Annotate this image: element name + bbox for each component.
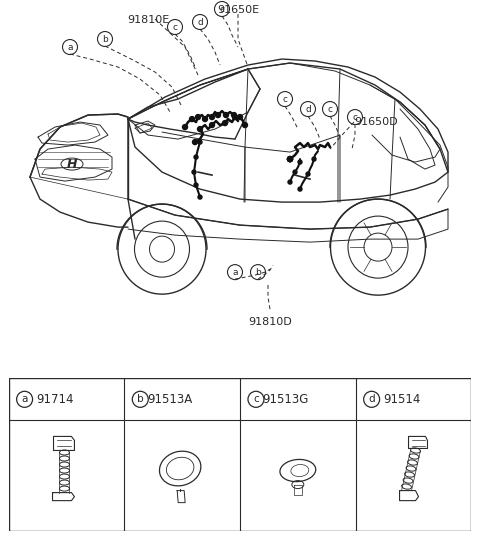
Text: b: b	[137, 394, 144, 404]
Text: H: H	[67, 158, 77, 171]
Text: a: a	[67, 42, 73, 51]
Circle shape	[288, 157, 292, 162]
Circle shape	[312, 157, 316, 161]
Circle shape	[223, 120, 228, 126]
Text: d: d	[368, 394, 375, 404]
Circle shape	[288, 157, 292, 162]
Text: b: b	[102, 35, 108, 43]
Circle shape	[190, 117, 194, 121]
Circle shape	[203, 117, 207, 121]
Circle shape	[216, 112, 220, 118]
Circle shape	[195, 114, 201, 119]
Circle shape	[293, 170, 297, 174]
Text: c: c	[219, 4, 225, 13]
Circle shape	[198, 195, 202, 199]
Circle shape	[224, 112, 228, 118]
Text: 91514: 91514	[383, 393, 420, 406]
Circle shape	[298, 187, 302, 191]
Circle shape	[209, 114, 215, 119]
Text: b: b	[255, 268, 261, 277]
Text: a: a	[232, 268, 238, 277]
Circle shape	[209, 123, 215, 127]
Text: c: c	[327, 104, 333, 113]
Circle shape	[197, 127, 203, 132]
Circle shape	[198, 140, 202, 144]
Text: c: c	[283, 95, 288, 104]
Circle shape	[192, 170, 196, 174]
Text: 91650E: 91650E	[217, 5, 259, 15]
Circle shape	[306, 172, 310, 176]
Text: c: c	[352, 112, 358, 121]
Text: 91810E: 91810E	[127, 15, 169, 25]
Circle shape	[288, 157, 292, 162]
Circle shape	[238, 114, 242, 119]
Circle shape	[231, 112, 237, 118]
Circle shape	[288, 180, 292, 184]
Circle shape	[232, 114, 238, 119]
Circle shape	[194, 183, 198, 187]
Text: 91513A: 91513A	[147, 393, 193, 406]
Circle shape	[242, 123, 248, 127]
Circle shape	[192, 140, 197, 144]
Circle shape	[288, 157, 292, 162]
Circle shape	[288, 157, 292, 162]
Text: c: c	[172, 22, 178, 32]
Text: 91810D: 91810D	[248, 317, 292, 327]
Circle shape	[194, 155, 198, 159]
Text: c: c	[253, 394, 259, 404]
Text: 91714: 91714	[36, 393, 73, 406]
Text: a: a	[22, 394, 28, 404]
Text: d: d	[305, 104, 311, 113]
Circle shape	[298, 160, 302, 164]
Text: 91650D: 91650D	[354, 117, 397, 127]
Circle shape	[182, 125, 188, 129]
Text: d: d	[197, 18, 203, 27]
Text: 91513G: 91513G	[263, 393, 309, 406]
